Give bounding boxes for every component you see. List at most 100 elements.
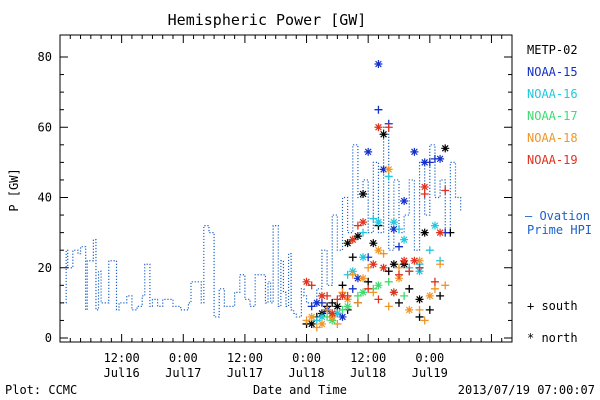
x-tick-label-time: 0:00 bbox=[415, 351, 444, 365]
north-point bbox=[374, 246, 383, 255]
south-point bbox=[312, 316, 321, 325]
south-point bbox=[374, 105, 383, 114]
south-point bbox=[333, 295, 342, 304]
north-point bbox=[307, 312, 316, 321]
legend-entry: NOAA-19 bbox=[527, 153, 578, 167]
x-tick-label-time: 12:00 bbox=[104, 351, 140, 365]
north-point bbox=[410, 147, 419, 156]
north-point bbox=[425, 291, 434, 300]
south-point bbox=[395, 225, 403, 234]
north-point bbox=[436, 154, 445, 163]
x-tick-label-date: Jul17 bbox=[227, 366, 263, 380]
x-axis-label: Date and Time bbox=[253, 383, 347, 397]
south-point bbox=[348, 284, 357, 293]
north-point bbox=[374, 281, 383, 290]
legend-entry: NOAA-18 bbox=[527, 131, 578, 145]
south-point bbox=[328, 298, 337, 307]
south-point bbox=[384, 302, 393, 311]
north-point bbox=[374, 123, 383, 132]
north-point bbox=[400, 235, 409, 244]
x-tick-label-date: Jul18 bbox=[288, 366, 324, 380]
north-point bbox=[430, 221, 439, 230]
chart-title: Hemispheric Power [GW] bbox=[168, 11, 367, 29]
x-tick-label-date: Jul17 bbox=[165, 366, 201, 380]
x-tick-label-date: Jul18 bbox=[350, 366, 386, 380]
north-point bbox=[441, 144, 450, 153]
south-point bbox=[353, 221, 362, 230]
north-point bbox=[389, 218, 398, 227]
north-point bbox=[364, 147, 373, 156]
north-point bbox=[343, 239, 352, 248]
south-point bbox=[395, 263, 403, 272]
south-point bbox=[353, 291, 362, 300]
north-point bbox=[420, 228, 429, 237]
north-point bbox=[405, 305, 414, 314]
ovation-legend-line1: — Ovation bbox=[525, 209, 590, 223]
north-point bbox=[317, 291, 326, 300]
north-point bbox=[379, 165, 388, 174]
south-point bbox=[302, 316, 311, 325]
north-point bbox=[400, 197, 409, 206]
south-point bbox=[430, 284, 439, 293]
south-point bbox=[338, 281, 347, 290]
legend-entry: NOAA-17 bbox=[527, 109, 578, 123]
south-point bbox=[425, 305, 434, 314]
south-point bbox=[323, 305, 332, 314]
south-point bbox=[415, 305, 424, 314]
north-point bbox=[317, 319, 326, 328]
y-tick-label: 20 bbox=[38, 261, 52, 275]
south-point bbox=[348, 253, 357, 262]
y-tick-label: 80 bbox=[38, 50, 52, 64]
north-point bbox=[400, 256, 409, 265]
series-legend: METP-02 NOAA-15 NOAA-16 NOAA-17 NOAA-18 NOAA-… bbox=[527, 43, 578, 167]
north-point bbox=[359, 253, 368, 262]
legend-entry: NOAA-16 bbox=[527, 87, 578, 101]
north-point bbox=[369, 260, 378, 269]
south-point bbox=[395, 298, 403, 307]
north-point bbox=[333, 302, 342, 311]
ovation-line bbox=[60, 126, 462, 318]
north-point bbox=[379, 130, 388, 139]
ovation-step-line bbox=[60, 126, 462, 318]
south-point bbox=[307, 302, 316, 311]
south-point bbox=[420, 189, 429, 198]
ovation-legend-line2: Prime HPI bbox=[527, 223, 592, 237]
north-point bbox=[312, 298, 321, 307]
north-point bbox=[379, 263, 388, 272]
south-point bbox=[374, 295, 383, 304]
south-point bbox=[379, 249, 388, 258]
south-point bbox=[364, 284, 373, 293]
legend-entry: METP-02 bbox=[527, 43, 578, 57]
north-point bbox=[415, 256, 424, 265]
legend-north: * north bbox=[527, 331, 578, 345]
south-point bbox=[395, 242, 403, 251]
south-point bbox=[415, 263, 424, 272]
south-point bbox=[353, 298, 362, 307]
north-point bbox=[369, 239, 378, 248]
south-point bbox=[441, 281, 450, 290]
south-point bbox=[441, 186, 450, 195]
y-tick-label: 0 bbox=[45, 331, 52, 345]
north-point bbox=[359, 218, 368, 227]
north-point bbox=[338, 312, 347, 321]
north-point bbox=[374, 60, 383, 69]
north-point bbox=[353, 274, 362, 283]
y-tick-label: 60 bbox=[38, 120, 52, 134]
north-point bbox=[343, 302, 352, 311]
north-point bbox=[420, 182, 429, 191]
south-point bbox=[415, 312, 424, 321]
south-point bbox=[420, 316, 429, 325]
north-point bbox=[307, 319, 316, 328]
north-point bbox=[317, 312, 326, 321]
south-point bbox=[364, 277, 373, 286]
south-point bbox=[400, 291, 409, 300]
south-point bbox=[384, 172, 393, 181]
south-point bbox=[369, 214, 378, 223]
south-point bbox=[333, 319, 342, 328]
plot-frame bbox=[59, 34, 513, 343]
data-points bbox=[302, 60, 455, 332]
north-point bbox=[359, 189, 368, 198]
north-point bbox=[389, 260, 398, 269]
x-tick-label-time: 12:00 bbox=[227, 351, 263, 365]
south-point bbox=[384, 277, 393, 286]
